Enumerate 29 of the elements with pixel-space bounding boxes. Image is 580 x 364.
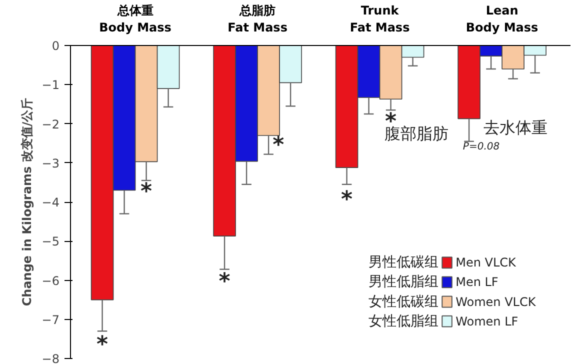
annotation: 去水体重 <box>484 118 548 137</box>
annotation: * <box>140 180 153 205</box>
y-tick-label: −4 <box>42 196 60 210</box>
y-axis-title: Change in Kilograms 改变值/公斤 <box>20 98 34 306</box>
annotation: P=0.08 <box>462 141 500 152</box>
legend-label: Women LF <box>456 314 518 328</box>
annotation: 女性低脂组 <box>368 313 438 330</box>
annotation: * <box>272 132 285 158</box>
annotation: * <box>341 188 354 213</box>
annotation: * <box>96 332 109 358</box>
x-tick-label: 总体重 Body Mass <box>99 4 172 34</box>
annotation: 女性低碳组 <box>368 294 438 310</box>
legend-label: Men LF <box>456 275 498 290</box>
legend-label: Women VLCK <box>456 294 537 309</box>
y-tick-label: −5 <box>42 234 60 249</box>
y-tick-label: 0 <box>52 39 60 53</box>
y-tick-label: −6 <box>42 274 60 288</box>
x-tick-label: Trunk Fat Mass <box>350 4 410 34</box>
y-tick-label: −3 <box>42 156 60 170</box>
annotation: 男性低碳组 <box>368 254 438 271</box>
x-tick-label: Lean Body Mass <box>466 4 538 34</box>
x-tick-label: 总脂肪 Fat Mass <box>228 4 288 34</box>
annotation: 男性低脂组 <box>368 274 438 290</box>
y-tick-label: −7 <box>42 312 60 327</box>
annotation: * <box>218 270 231 295</box>
y-tick-label: −2 <box>42 117 60 132</box>
y-tick-label: −8 <box>42 352 60 364</box>
legend-label: Men VLCK <box>456 256 518 270</box>
y-tick-label: −1 <box>42 78 60 92</box>
